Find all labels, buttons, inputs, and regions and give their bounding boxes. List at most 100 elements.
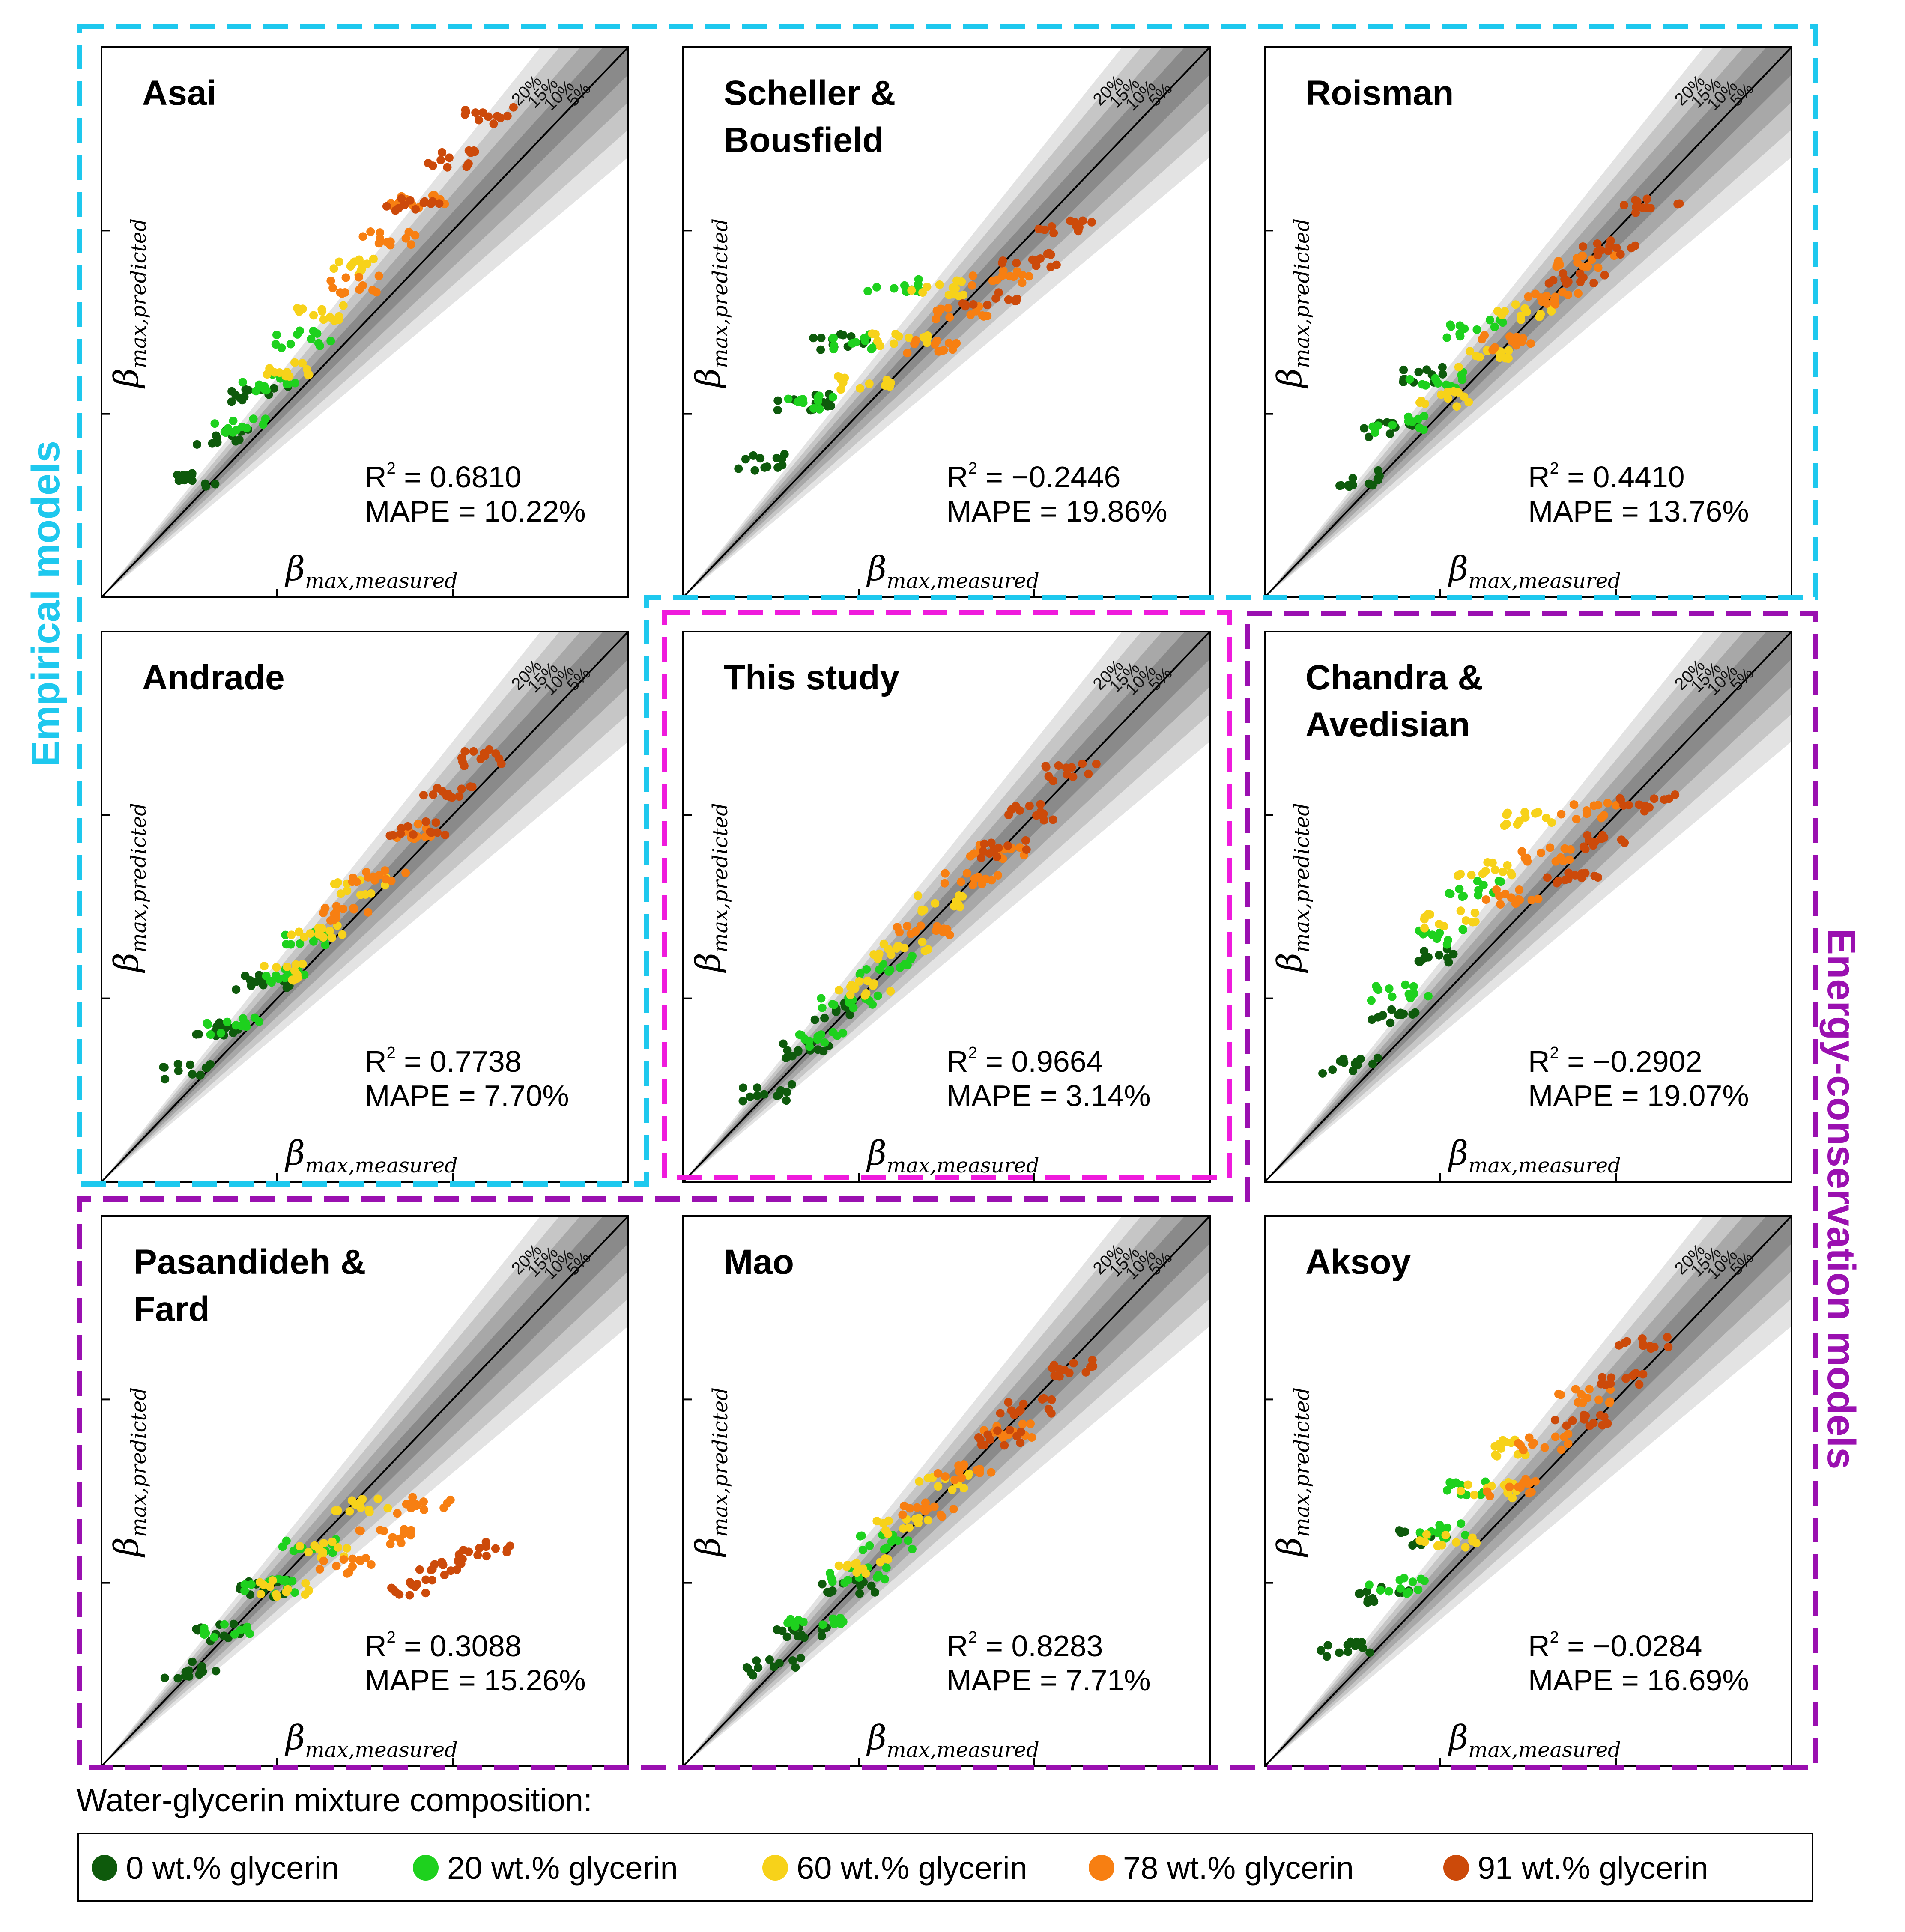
data-point <box>459 1546 468 1555</box>
x-axis-label: βmax,measured <box>284 1719 458 1762</box>
data-point <box>380 866 389 875</box>
data-point <box>469 146 478 155</box>
data-point <box>924 1516 933 1525</box>
data-point <box>1443 388 1452 397</box>
data-point <box>394 204 403 213</box>
data-point <box>415 1565 424 1574</box>
data-point <box>1088 1356 1097 1365</box>
data-point <box>999 266 1008 275</box>
data-point <box>455 792 464 801</box>
data-point <box>315 1545 324 1554</box>
panel-title: Fard <box>134 1290 210 1329</box>
data-point <box>752 1656 761 1665</box>
data-point <box>1542 299 1551 308</box>
r2-value: R2 = 0.3088 <box>365 1628 522 1663</box>
data-point <box>1504 354 1513 363</box>
data-point <box>828 1000 837 1009</box>
data-point <box>893 923 902 932</box>
data-point <box>773 405 782 414</box>
data-point <box>846 990 855 999</box>
data-point <box>388 1585 397 1594</box>
data-point <box>1452 402 1461 411</box>
data-point <box>1455 885 1464 894</box>
data-point <box>936 304 945 313</box>
data-point <box>957 1473 966 1482</box>
r2-value: R2 = −0.2446 <box>947 459 1120 494</box>
data-point <box>839 1029 848 1038</box>
data-point <box>870 1588 879 1597</box>
data-point <box>321 940 330 949</box>
mape-value: MAPE = 19.07% <box>1528 1079 1749 1112</box>
data-point <box>229 417 238 426</box>
data-point <box>805 1042 814 1051</box>
data-point <box>298 960 307 969</box>
data-point <box>201 479 210 488</box>
data-point <box>966 852 975 861</box>
data-point <box>1579 273 1588 282</box>
data-point <box>797 1031 806 1040</box>
data-point <box>326 276 335 285</box>
data-point <box>289 976 298 985</box>
data-point <box>829 1614 838 1623</box>
mape-value: MAPE = 13.76% <box>1528 495 1749 528</box>
data-point <box>1468 918 1477 927</box>
data-point <box>300 970 309 979</box>
data-point <box>1529 1438 1538 1447</box>
data-point <box>849 1003 858 1012</box>
data-point <box>796 1654 805 1663</box>
data-point <box>333 878 342 887</box>
data-point <box>404 227 413 236</box>
data-point <box>1589 279 1598 288</box>
data-point <box>473 1551 482 1560</box>
data-point <box>382 202 391 211</box>
data-point <box>1425 910 1434 919</box>
data-point <box>951 284 960 293</box>
data-point <box>440 1570 449 1579</box>
data-point <box>862 965 871 974</box>
r2-value: R2 = 0.6810 <box>365 459 522 494</box>
parity-line <box>1265 47 1792 597</box>
data-point <box>339 301 348 310</box>
data-point <box>1045 249 1054 258</box>
y-axis-label: βmax,predicted <box>689 803 732 973</box>
data-point <box>868 1000 877 1009</box>
data-point <box>924 1473 933 1482</box>
data-point <box>193 440 202 449</box>
data-point <box>1598 1373 1607 1382</box>
data-point <box>865 379 874 388</box>
data-point <box>235 435 244 444</box>
data-point <box>917 921 926 930</box>
data-point <box>1594 801 1603 810</box>
data-point <box>1564 277 1573 286</box>
data-point <box>967 281 976 290</box>
data-point <box>366 227 375 236</box>
data-point <box>194 1030 203 1039</box>
data-point <box>290 1588 299 1597</box>
data-point <box>334 1543 343 1552</box>
data-point <box>232 985 241 994</box>
data-point <box>186 1060 195 1069</box>
data-point <box>1072 221 1081 230</box>
data-point <box>1481 867 1490 876</box>
data-point <box>860 991 869 1000</box>
data-point <box>1578 251 1587 260</box>
data-point <box>306 929 315 938</box>
data-point <box>1092 760 1101 769</box>
data-point <box>1640 807 1649 816</box>
data-point <box>1015 806 1024 815</box>
panel-title: Asai <box>142 74 216 113</box>
energy-models-frame <box>77 611 1818 1770</box>
data-point <box>321 903 330 912</box>
data-point <box>1650 794 1659 803</box>
data-point <box>220 1620 229 1629</box>
data-point <box>367 889 376 898</box>
data-point <box>1514 1439 1523 1448</box>
data-point <box>1415 1528 1424 1537</box>
data-point <box>750 466 759 475</box>
legend-item-label: 78 wt.% glycerin <box>1123 1850 1354 1886</box>
data-point <box>1475 352 1484 361</box>
scatter-points <box>173 103 518 491</box>
data-point <box>383 1504 392 1513</box>
data-point <box>1639 1370 1648 1379</box>
data-point <box>994 843 1003 852</box>
